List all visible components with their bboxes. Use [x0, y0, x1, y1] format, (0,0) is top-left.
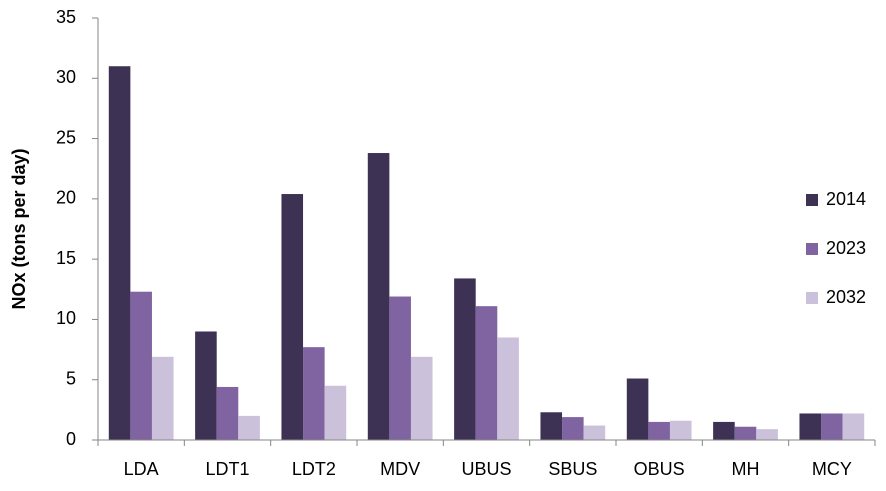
bar [324, 385, 347, 440]
legend-swatch [806, 194, 818, 206]
bar [303, 347, 325, 440]
bar [130, 291, 152, 440]
bar [475, 306, 498, 440]
bar [562, 417, 584, 440]
x-tick-label: SBUS [548, 459, 597, 479]
x-tick-label: LDT1 [205, 459, 249, 479]
bar [238, 415, 260, 440]
bar [216, 386, 239, 440]
bar [583, 425, 606, 440]
x-tick-label: LDT2 [292, 459, 336, 479]
bar [756, 429, 778, 440]
y-tick-label: 10 [56, 308, 76, 328]
bar [389, 296, 411, 440]
x-tick-label: LDA [124, 459, 159, 479]
x-tick-label: MH [732, 459, 760, 479]
y-tick-label: 25 [56, 127, 76, 147]
legend-swatch [806, 292, 818, 304]
bar [195, 331, 217, 440]
bar [799, 413, 822, 440]
bar [108, 66, 131, 440]
y-tick-label: 15 [56, 248, 76, 268]
legend-label: 2032 [826, 287, 866, 307]
x-tick-label: OBUS [634, 459, 685, 479]
bar [410, 356, 433, 440]
bar [540, 412, 563, 440]
y-tick-label: 20 [56, 188, 76, 208]
legend-swatch [806, 243, 818, 255]
bar [626, 378, 649, 440]
bar [842, 413, 865, 440]
bar [669, 420, 692, 440]
bar [648, 421, 670, 440]
y-tick-label: 0 [66, 429, 76, 449]
y-tick-label: 35 [56, 7, 76, 27]
bar [367, 153, 390, 441]
x-tick-label: MCY [812, 459, 852, 479]
bar [497, 337, 519, 440]
bar [151, 356, 174, 440]
y-tick-label: 5 [66, 368, 76, 388]
legend-label: 2023 [826, 238, 866, 258]
y-axis-label: NOx (tons per day) [9, 148, 29, 309]
x-tick-label: MDV [380, 459, 420, 479]
bar [454, 278, 476, 440]
bar [821, 413, 843, 440]
bar [713, 421, 735, 440]
bar [281, 194, 304, 440]
legend-label: 2014 [826, 189, 866, 209]
y-tick-label: 30 [56, 67, 76, 87]
bar [734, 426, 757, 440]
x-tick-label: UBUS [461, 459, 511, 479]
